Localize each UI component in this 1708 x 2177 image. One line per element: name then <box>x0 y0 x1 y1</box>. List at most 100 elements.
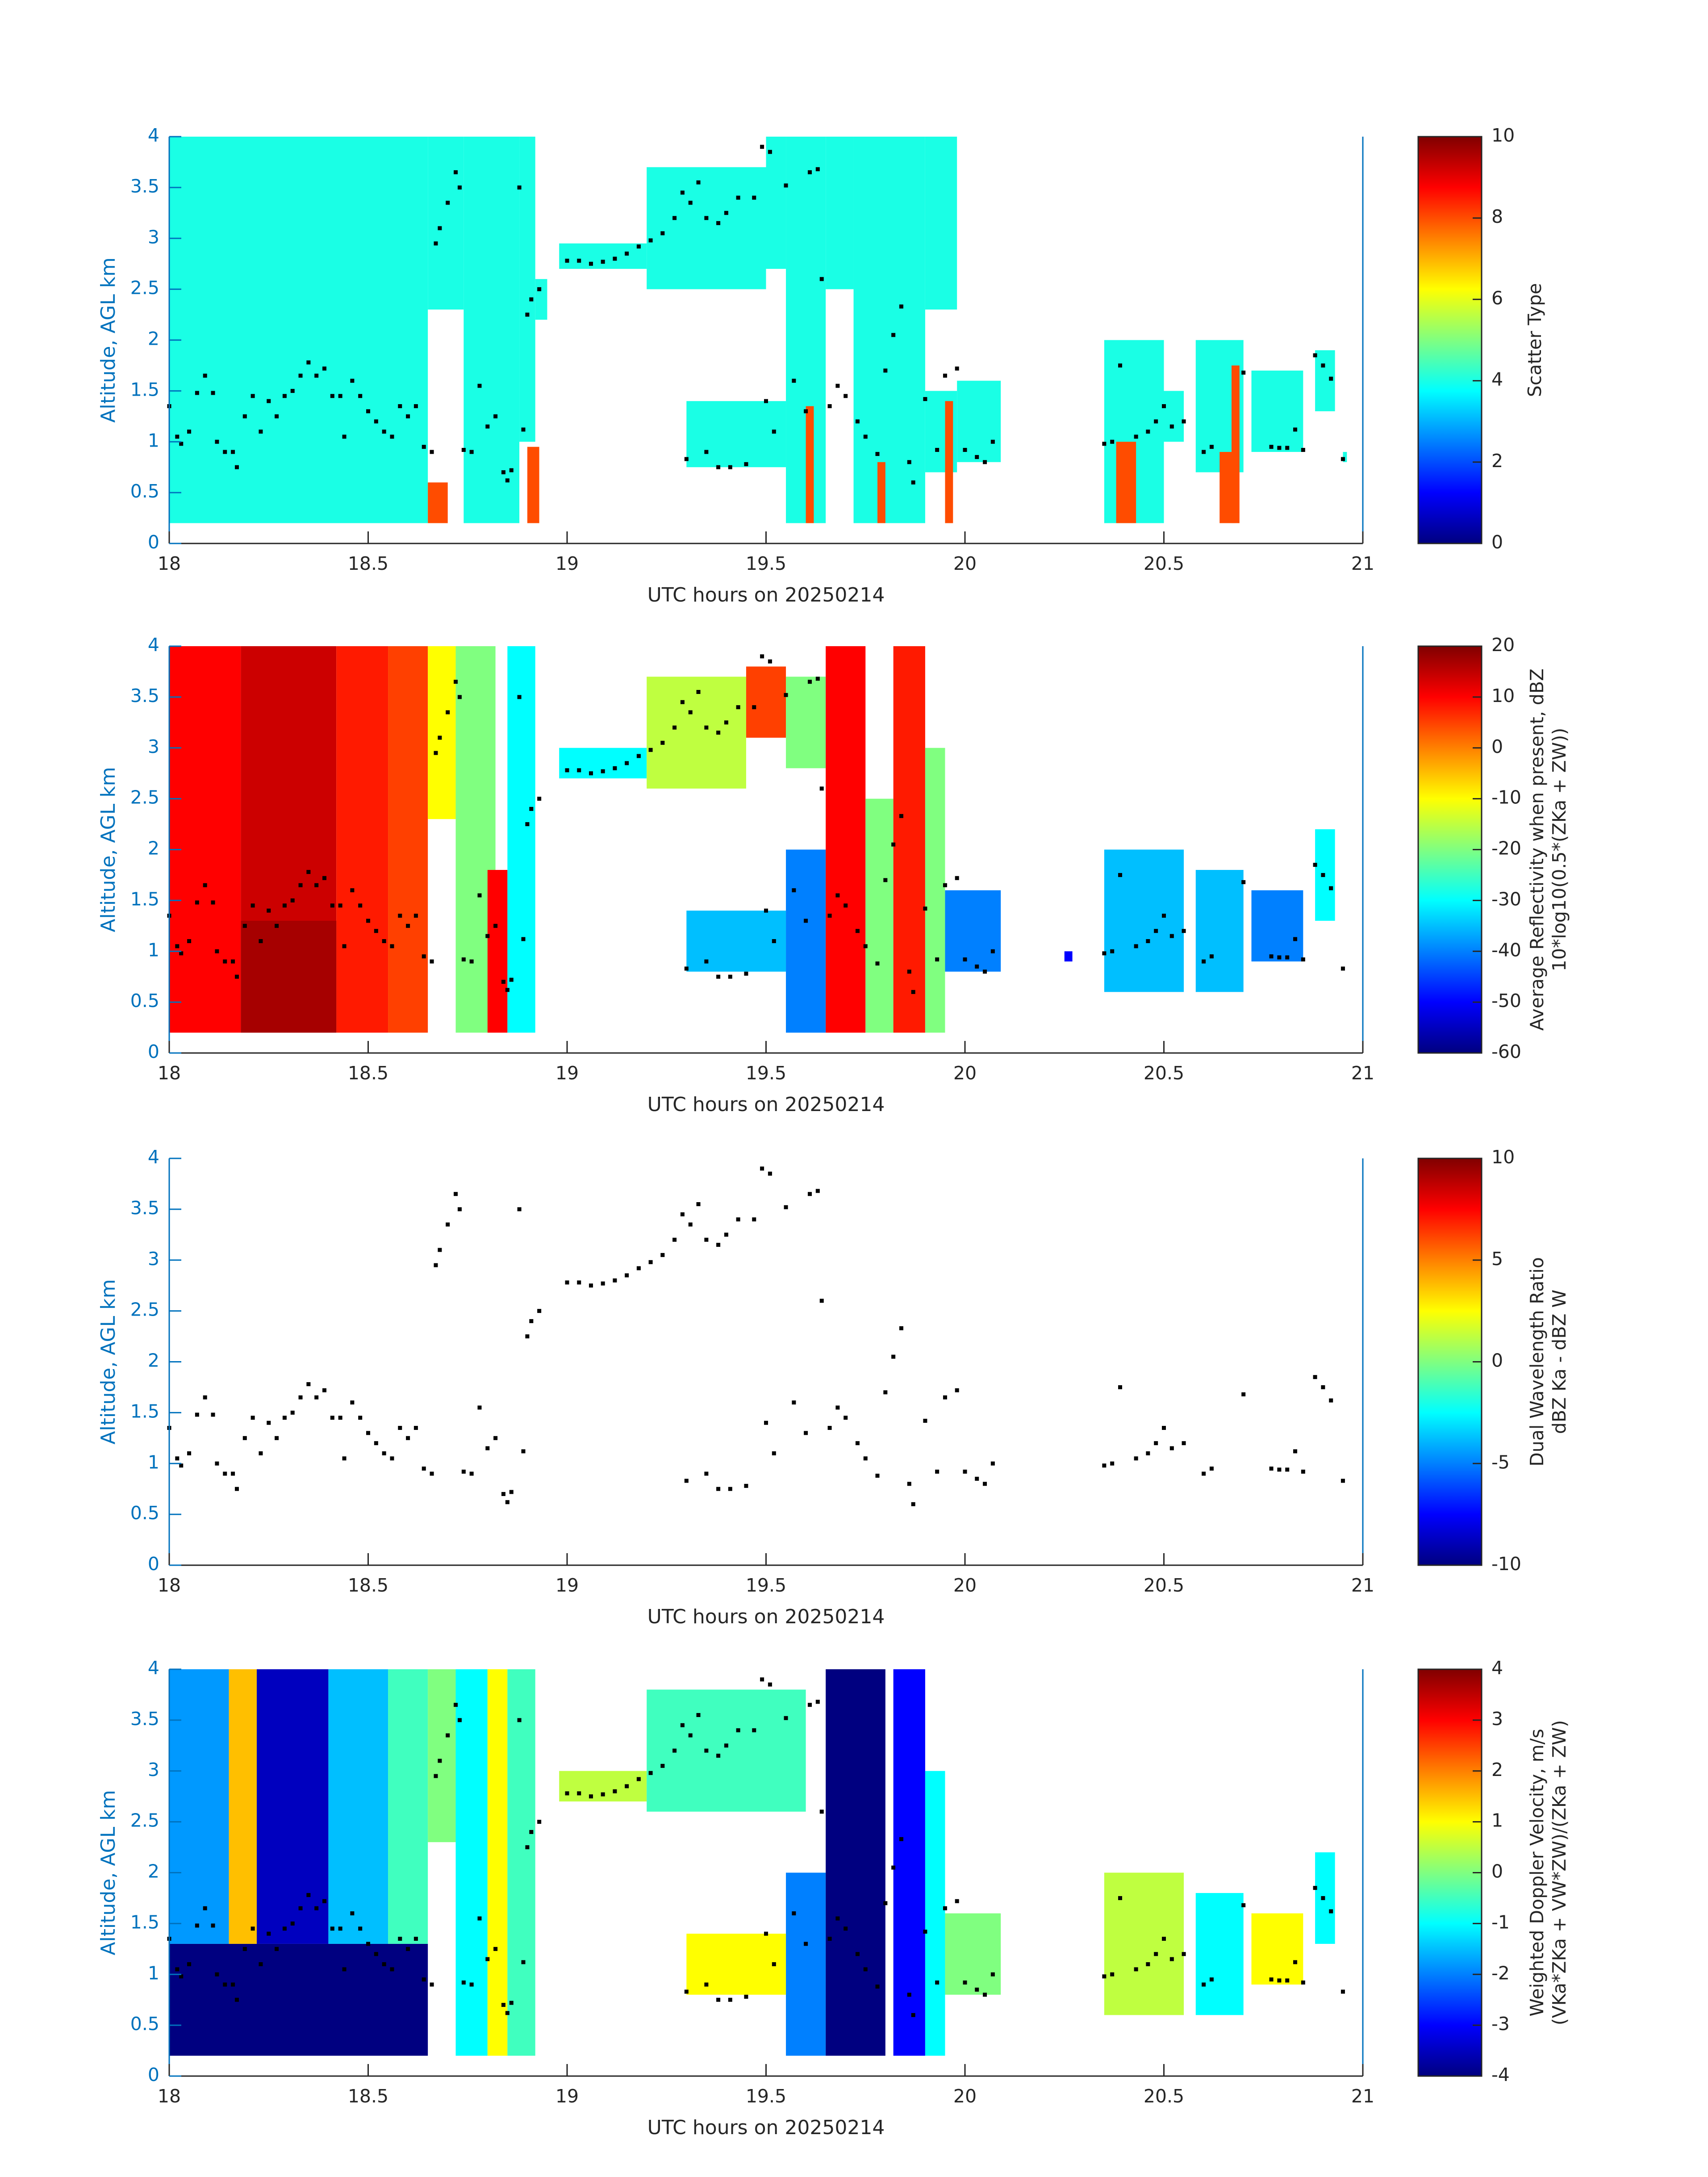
overlay-point <box>636 754 641 758</box>
overlay-point <box>648 748 653 752</box>
x-tick-label: 18.5 <box>348 553 388 574</box>
overlay-point <box>844 1926 848 1931</box>
overlay-point <box>804 409 808 414</box>
overlay-point <box>1313 1886 1317 1890</box>
overlay-point <box>1321 873 1325 877</box>
overlay-point <box>704 216 709 220</box>
overlay-point <box>983 1482 987 1486</box>
overlay-point <box>744 1994 748 1999</box>
overlay-point <box>275 414 279 418</box>
panel: 18 18.5 19 19.5 20 20.5 21 0 0.5 1 1.5 2 2.5 3 3.5 4 UTC… <box>97 1146 1570 1628</box>
heatmap-cell <box>786 1872 826 2056</box>
heatmap-cell <box>559 748 647 779</box>
overlay-point <box>187 1451 192 1455</box>
overlay-point <box>1134 1967 1138 1972</box>
overlay-point <box>935 1469 940 1474</box>
overlay-point <box>1102 1974 1107 1979</box>
overlay-point <box>636 1777 641 1781</box>
overlay-point <box>680 1212 685 1216</box>
overlay-point <box>434 1263 438 1267</box>
overlay-point <box>509 1490 514 1494</box>
overlay-point <box>899 814 903 818</box>
overlay-point <box>298 1395 303 1400</box>
overlay-point <box>1241 370 1246 375</box>
overlay-point <box>242 923 247 928</box>
x-tick-label: 19 <box>555 1062 579 1084</box>
x-tick-label: 20 <box>953 1062 977 1084</box>
overlay-point <box>792 379 796 383</box>
overlay-point <box>863 435 868 439</box>
heatmap-cell <box>527 447 539 523</box>
overlay-point <box>1146 429 1150 434</box>
x-axis-label: UTC hours on 20250214 <box>647 2116 885 2139</box>
overlay-point <box>1118 1896 1122 1900</box>
overlay-point <box>963 1469 967 1474</box>
overlay-point <box>457 185 462 190</box>
overlay-point <box>382 1451 386 1455</box>
overlay-point <box>374 1441 378 1446</box>
overlay-point <box>215 1461 219 1466</box>
overlay-point <box>537 287 542 292</box>
overlay-point <box>1293 1449 1298 1454</box>
overlay-point <box>493 414 498 418</box>
overlay-point <box>330 394 334 398</box>
x-tick-label: 18.5 <box>348 1575 388 1596</box>
overlay-point <box>509 978 514 982</box>
overlay-point <box>461 957 466 961</box>
overlay-point <box>215 1972 219 1976</box>
x-tick-label: 20 <box>953 553 977 574</box>
overlay-point <box>517 695 522 699</box>
colorbar-tick-label: 20 <box>1491 634 1515 656</box>
overlay-point <box>537 797 542 801</box>
overlay-point <box>704 1748 709 1753</box>
overlay-point <box>422 1977 426 1982</box>
heatmap-cell <box>1251 1913 1303 1985</box>
overlay-point <box>804 919 808 923</box>
overlay-point <box>863 1456 868 1461</box>
overlay-point <box>625 1784 629 1788</box>
overlay-point <box>1321 363 1325 368</box>
overlay-point <box>505 988 509 992</box>
colorbar-tick-label: 10 <box>1491 1146 1515 1168</box>
overlay-point <box>338 394 342 398</box>
overlay-point <box>1313 863 1317 867</box>
heatmap-cell <box>1164 391 1184 442</box>
colorbar-tick-label: 0 <box>1491 736 1503 757</box>
overlay-point <box>744 971 748 976</box>
overlay-point <box>187 429 192 434</box>
overlay-point <box>505 1500 509 1504</box>
overlay-point <box>322 1899 326 1903</box>
overlay-point <box>660 1763 665 1768</box>
overlay-point <box>366 919 370 923</box>
heatmap-cell <box>1251 370 1303 452</box>
overlay-point <box>501 470 505 475</box>
colorbar-tick-label: 10 <box>1491 685 1515 706</box>
x-tick-label: 20.5 <box>1144 1575 1184 1596</box>
panel: 18 18.5 19 19.5 20 20.5 21 0 0.5 1 1.5 2 2.5 3 3.5 4 UTC… <box>97 634 1570 1116</box>
overlay-point <box>1269 445 1274 449</box>
overlay-point <box>943 1395 947 1400</box>
overlay-point <box>907 1482 911 1486</box>
overlay-point <box>398 1426 402 1430</box>
overlay-point <box>752 1728 756 1733</box>
overlay-point <box>911 990 915 994</box>
overlay-point <box>923 907 927 911</box>
overlay-point <box>1134 944 1138 949</box>
overlay-point <box>215 949 219 953</box>
overlay-point <box>943 373 947 378</box>
overlay-point <box>203 883 207 887</box>
overlay-point <box>398 404 402 409</box>
overlay-point <box>792 888 796 893</box>
overlay-point <box>827 404 832 409</box>
x-tick-label: 21 <box>1351 553 1374 574</box>
heatmap-cell <box>328 1669 388 1944</box>
overlay-point <box>434 241 438 246</box>
overlay-point <box>374 419 378 424</box>
overlay-point <box>975 455 979 459</box>
overlay-point <box>899 1326 903 1330</box>
overlay-point <box>267 908 271 913</box>
heatmap-cell <box>1343 452 1347 462</box>
overlay-point <box>342 1456 347 1461</box>
overlay-point <box>672 725 677 730</box>
